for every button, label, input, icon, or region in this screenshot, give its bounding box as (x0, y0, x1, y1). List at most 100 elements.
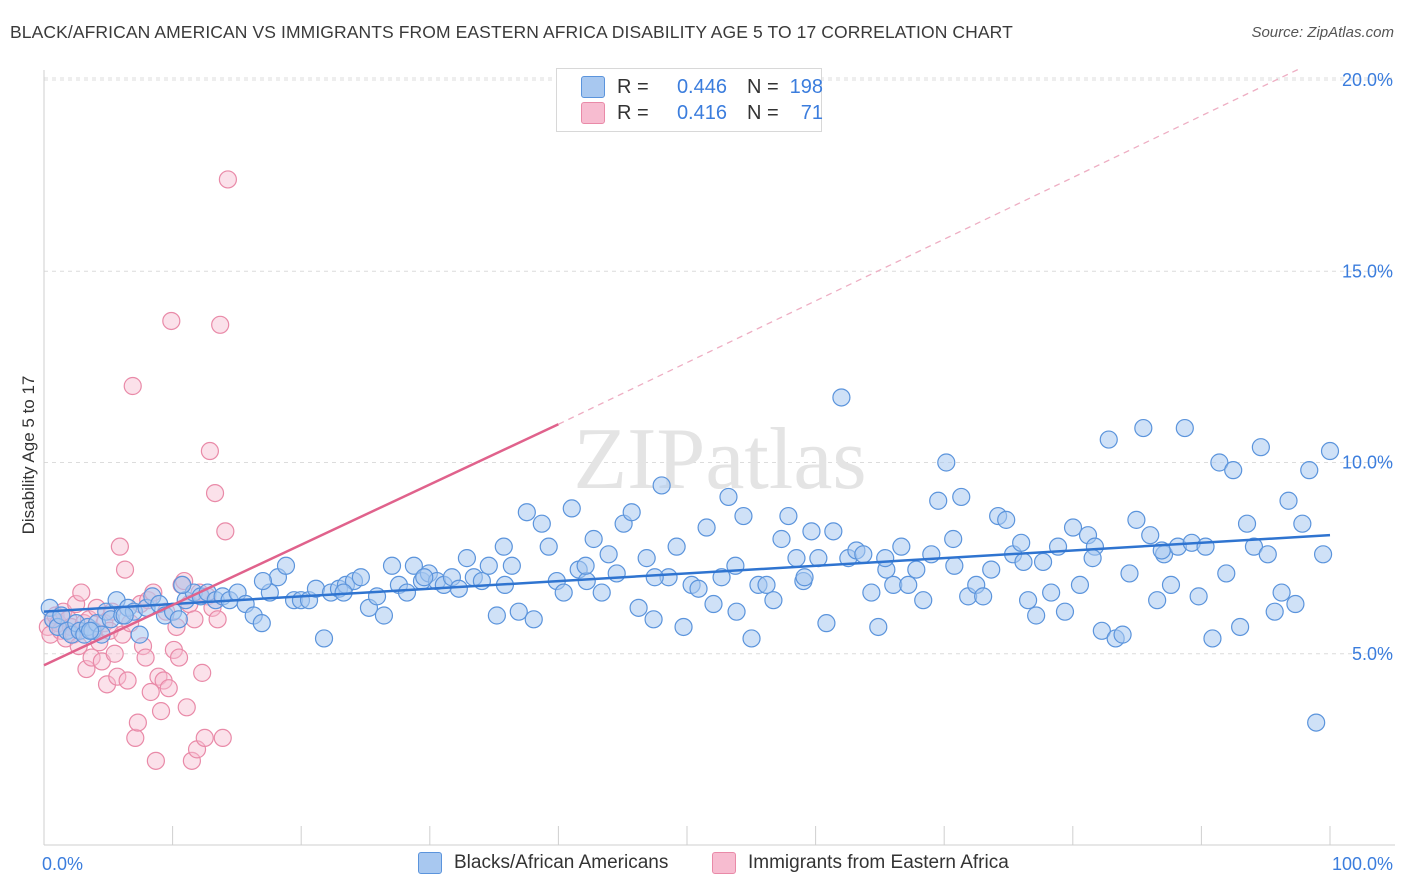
blacks-point (862, 583, 881, 602)
immigrants-series-points (38, 170, 237, 770)
immigrants-point (195, 728, 214, 748)
immigrants-point (182, 751, 201, 770)
blacks-trend-line (43, 533, 1331, 613)
immigrants-point (213, 728, 232, 748)
blacks-point (397, 583, 417, 602)
blacks-point (1210, 453, 1229, 472)
blacks-point (787, 549, 806, 568)
gridlines (44, 77, 1395, 655)
blacks-point (727, 602, 746, 621)
immigrants-point (208, 610, 227, 629)
immigrants-point (193, 663, 212, 682)
series-legend: Blacks/African Americans Immigrants from… (0, 852, 1406, 878)
blacks-point (742, 629, 761, 648)
immigrants-point (77, 659, 96, 679)
n-value: 198 (789, 75, 823, 98)
blacks-point (1272, 583, 1291, 602)
blacks-point (577, 571, 596, 591)
source-credit: Source: ZipAtlas.com (1251, 24, 1394, 41)
blacks-point (779, 506, 798, 526)
blacks-point (876, 549, 895, 568)
r-value: 0.446 (676, 75, 727, 98)
immigrants-point (200, 441, 219, 461)
blacks-point (832, 388, 851, 407)
blacks-point (1237, 514, 1257, 533)
blacks-point (974, 587, 993, 606)
r-key: R = (617, 101, 649, 124)
immigrants-point (126, 728, 145, 748)
stats-legend: R = 0.446 N = 198 R = 0.416 N = 71 (556, 68, 823, 132)
blacks-point (374, 606, 394, 625)
blacks-point (487, 606, 506, 625)
blacks-point (854, 545, 873, 564)
blacks-point (80, 621, 100, 640)
tick-labels: 5.0% 10.0% 15.0% 20.0% 0.0% 100.0% (42, 70, 1393, 874)
blacks-point (1217, 564, 1236, 583)
blacks-point (1189, 587, 1208, 606)
legend-label: Immigrants from Eastern Africa (748, 852, 1009, 873)
blacks-point (1286, 594, 1305, 614)
blacks-point (169, 610, 188, 629)
blacks-point (1313, 545, 1333, 564)
blacks-point (1083, 549, 1102, 568)
blacks-point (899, 575, 918, 595)
blacks-point (607, 564, 626, 583)
immigrants-point (115, 560, 135, 579)
blacks-point (517, 503, 536, 522)
blacks-point (645, 568, 664, 587)
blacks-point (674, 617, 693, 637)
legend-label: Blacks/African Americans (454, 852, 669, 873)
blacks-point (1231, 617, 1250, 637)
blacks-point (1033, 552, 1053, 572)
immigrants-trend-line (43, 423, 559, 667)
blacks-point (1063, 518, 1083, 537)
blacks-point (252, 614, 271, 633)
blacks-point (997, 510, 1016, 529)
blacks-point (1244, 537, 1264, 556)
blacks-point (592, 583, 611, 602)
blacks-point (802, 522, 821, 541)
blacks-point (562, 499, 581, 518)
immigrants-point (141, 682, 160, 702)
blacks-point (1258, 545, 1277, 564)
blacks-point (494, 537, 513, 556)
immigrants-point (118, 671, 137, 690)
immigrants-point (123, 376, 142, 396)
blacks-point (584, 529, 603, 549)
blacks-point (764, 591, 783, 610)
blacks-point (734, 506, 753, 526)
blacks-point (1307, 713, 1326, 732)
immigrants-point (159, 679, 178, 698)
blacks-point (982, 560, 1001, 579)
blacks-point (539, 537, 558, 556)
blacks-point (1196, 537, 1215, 556)
blacks-point (697, 518, 716, 537)
blacks-point (1018, 591, 1038, 610)
blacks-point (937, 453, 956, 472)
blacks-point (524, 610, 543, 629)
blacks-point (1092, 621, 1111, 640)
blacks-point (404, 556, 423, 575)
blacks-point (944, 529, 963, 549)
watermark: ZIPatlas (573, 411, 866, 508)
immigrants-point (82, 648, 101, 667)
blacks-point (576, 556, 595, 575)
blacks-point (554, 583, 573, 602)
chart-title: BLACK/AFRICAN AMERICAN VS IMMIGRANTS FRO… (10, 22, 1013, 42)
blacks-point (914, 591, 933, 610)
blacks-point (479, 556, 498, 575)
blacks-point (1251, 438, 1270, 457)
immigrants-point (110, 537, 129, 556)
blacks-point (1134, 418, 1153, 438)
blacks-point (1042, 583, 1061, 602)
blacks-point (1279, 491, 1298, 510)
blacks-point (622, 503, 641, 522)
blacks-point (945, 556, 964, 575)
blacks-point (1012, 533, 1031, 552)
blacks-point (1175, 418, 1194, 438)
y-tick-label: 15.0% (1342, 261, 1393, 281)
blacks-point (1014, 552, 1033, 572)
blue-swatch (581, 76, 605, 98)
blacks-point (1027, 606, 1046, 625)
